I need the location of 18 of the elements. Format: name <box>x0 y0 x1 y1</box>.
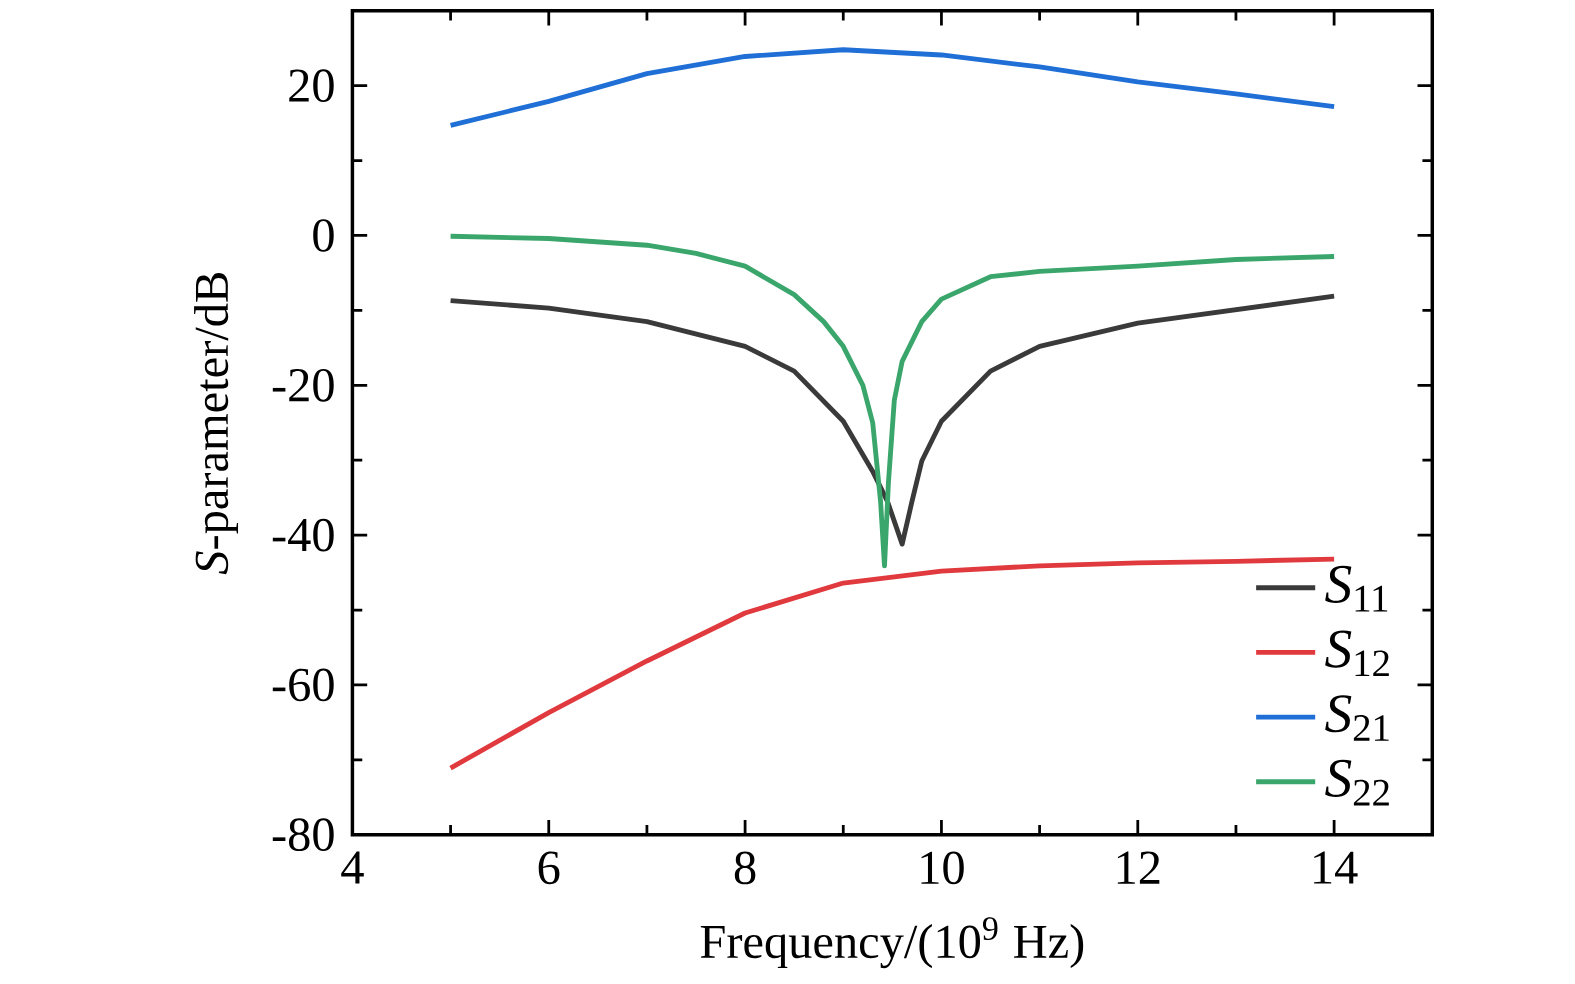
y-tick-label: -60 <box>272 668 334 702</box>
legend-label: S$_{22}$ <box>1325 759 1389 806</box>
y-axis-title: S-parameter/dB <box>194 272 239 574</box>
y-tick-label: 0 <box>313 218 334 252</box>
x-tick-label: 10 <box>921 851 964 885</box>
legend-label: S$_{21}$ <box>1325 694 1389 741</box>
x-tick-label: 6 <box>538 851 560 884</box>
legend-label: S$_{11}$ <box>1325 565 1388 612</box>
y-tick-label: 20 <box>289 69 334 102</box>
legend-label: S$_{12}$ <box>1325 630 1389 676</box>
x-tick-label: 12 <box>1117 851 1160 884</box>
x-tick-label: 8 <box>734 851 756 885</box>
x-tick-label: 4 <box>341 851 364 884</box>
y-tick-label: -80 <box>272 818 334 851</box>
x-tick-label: 14 <box>1314 851 1358 884</box>
y-tick-label: -20 <box>272 368 334 402</box>
y-tick-label: -40 <box>272 518 334 552</box>
x-axis-title: Frequency/(10$^{9}$ Hz) <box>700 917 1084 969</box>
